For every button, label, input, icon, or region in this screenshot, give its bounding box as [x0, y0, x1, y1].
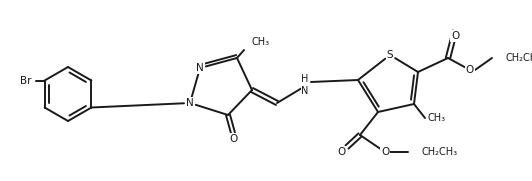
Text: H
N: H N [301, 74, 309, 96]
Text: O: O [466, 65, 474, 75]
Text: Br: Br [20, 75, 31, 85]
Text: O: O [381, 147, 389, 157]
Text: CH₃: CH₃ [251, 37, 269, 47]
Text: N: N [186, 98, 194, 108]
Text: CH₃: CH₃ [428, 113, 446, 123]
Text: O: O [451, 31, 459, 41]
Text: CH₂CH₃: CH₂CH₃ [505, 53, 532, 63]
Text: CH₂CH₃: CH₂CH₃ [421, 147, 457, 157]
Text: O: O [338, 147, 346, 157]
Text: S: S [387, 50, 393, 60]
Text: N: N [196, 63, 204, 73]
Text: O: O [229, 134, 237, 144]
